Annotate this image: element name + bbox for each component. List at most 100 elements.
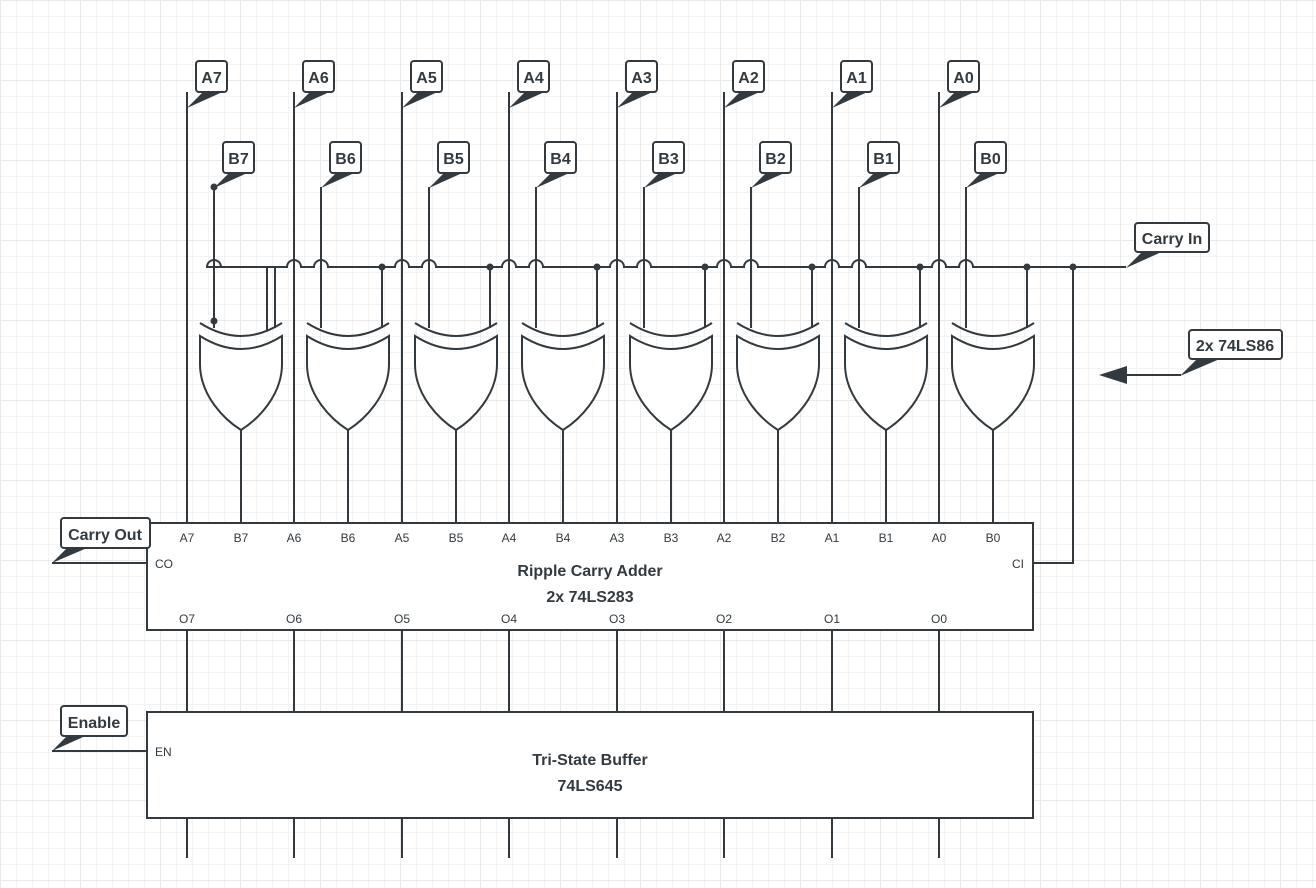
a-tag-label: A6 [308, 70, 329, 87]
a-input-tag[interactable]: A1 [831, 60, 873, 109]
adder-input-pin: B3 [664, 531, 679, 545]
adder-input-pin: B7 [234, 531, 249, 545]
xor-chip-tag-box [1188, 329, 1283, 360]
carry-in-tag-pointer [1126, 250, 1166, 268]
a-tag-box [625, 60, 658, 93]
a-tag-pointer [187, 90, 227, 108]
b-tag-box [329, 141, 362, 174]
a-tag-pointer [402, 90, 442, 108]
buffer-chip: 74LS645 [558, 778, 623, 795]
b-tag-label: B6 [335, 151, 356, 168]
enable-tag[interactable]: Enable [52, 705, 147, 752]
a-input-tag[interactable]: A4 [508, 60, 550, 109]
b-input-tag[interactable]: B7 [214, 141, 255, 188]
xor-chip-label: 2x 74LS86 [1196, 338, 1274, 355]
adder-carry-in-pin: CI [1012, 557, 1024, 571]
carry-out-tag-pointer [52, 545, 94, 563]
b-tag-pointer [966, 170, 1006, 188]
b-tag-pointer [536, 170, 576, 188]
xor-gate-input-arc [629, 322, 713, 337]
a-tag-pointer [939, 90, 979, 108]
adder-input-pin: A1 [825, 531, 840, 545]
a-tag-label: A3 [631, 70, 652, 87]
a-tag-pointer [294, 90, 334, 108]
xor-gate [306, 322, 390, 432]
carry-out-tag[interactable]: Carry Out [52, 517, 151, 564]
xor-gate-body [844, 334, 928, 432]
junction-dot [916, 263, 924, 271]
junction-dot [808, 263, 816, 271]
xor-gate-input-arc [521, 322, 605, 337]
a-tag-pointer [724, 90, 764, 108]
junction-dot [701, 263, 709, 271]
adder-input-pin: B6 [341, 531, 356, 545]
xor-gate [521, 322, 605, 432]
adder-input-pin: B0 [986, 531, 1001, 545]
b-input-tag[interactable]: B6 [321, 141, 362, 188]
a-tag-label: A5 [416, 70, 437, 87]
input-tags: A7 B7 A6 B6 A5 B5 A4 B4 A3 B3 A2 B2 A1 B1 A0 B0 [186, 60, 1007, 188]
xor-gate-body [951, 334, 1035, 432]
junction-dot [1069, 263, 1077, 271]
wires [186, 92, 1126, 858]
adder-output-pin: O7 [179, 612, 195, 626]
carry-in-wire [1033, 267, 1074, 564]
a-tag-box [947, 60, 980, 93]
a-tag-pointer [832, 90, 872, 108]
adder-input-pin: A4 [502, 531, 517, 545]
b-input-tag[interactable]: B2 [751, 141, 792, 188]
arrow-left-icon [1099, 366, 1127, 384]
adder-input-pin: B5 [449, 531, 464, 545]
adder-input-pin: B4 [556, 531, 571, 545]
b-tag-label: B0 [980, 151, 1001, 168]
junction-dot [378, 263, 386, 271]
a-input-tag[interactable]: A6 [293, 60, 335, 109]
enable-tag-box [60, 705, 128, 737]
b-tag-pointer [321, 170, 361, 188]
xor-gate-body [736, 334, 820, 432]
ripple-carry-adder[interactable]: Ripple Carry Adder 2x 74LS283 CO CI A7 B7… [146, 522, 1034, 631]
xor-gates [199, 322, 1035, 432]
a-input-tag[interactable]: A7 [186, 60, 228, 109]
b-tag-box [544, 141, 577, 174]
adder-input-pins: A7 B7 A6 B6 A5 B5 A4 B4 A3 B3 A2 B2 A1 B1 A0 B0 [180, 531, 1001, 545]
b-input-tag[interactable]: B1 [859, 141, 900, 188]
a-input-tag[interactable]: A0 [938, 60, 980, 109]
b-input-tag[interactable]: B0 [966, 141, 1007, 188]
a-tag-box [840, 60, 873, 93]
carry-out-tag-box [60, 517, 151, 549]
b-tag-label: B5 [443, 151, 464, 168]
xor-gate-body [629, 334, 713, 432]
adder-input-pin: A5 [395, 531, 410, 545]
adder-output-pins: O7 O6 O5 O4 O3 O2 O1 O0 [179, 612, 947, 626]
adder-input-pin: A2 [717, 531, 732, 545]
carry-in-label: Carry In [1142, 231, 1202, 248]
xor-chip-tag-pointer [1180, 358, 1222, 376]
adder-input-pin: B2 [771, 531, 786, 545]
adder-chip: 2x 74LS283 [546, 589, 633, 606]
a-input-tag[interactable]: A5 [401, 60, 443, 109]
a-input-tag[interactable]: A2 [723, 60, 765, 109]
adder-input-pin: B1 [879, 531, 894, 545]
xor-gate-body [306, 334, 390, 432]
b-tag-box [867, 141, 900, 174]
adder-input-pin: A0 [932, 531, 947, 545]
a-tag-label: A0 [953, 70, 974, 87]
a-input-tag[interactable]: A3 [616, 60, 658, 109]
junction-dot [486, 263, 494, 271]
b-input-tag[interactable]: B3 [644, 141, 685, 188]
b-tag-pointer [751, 170, 791, 188]
xor-gate-body [199, 334, 283, 432]
b-input-tag[interactable]: B5 [429, 141, 470, 188]
b-tag-box [222, 141, 255, 174]
carry-in-tag[interactable]: Carry In [1126, 222, 1210, 268]
a-tag-box [410, 60, 443, 93]
xor-gate-body [521, 334, 605, 432]
xor-gate [414, 322, 498, 432]
enable-label: Enable [68, 715, 121, 732]
b-input-tag[interactable]: B4 [536, 141, 577, 188]
b-tag-pointer [214, 170, 254, 188]
b-tag-pointer [644, 170, 684, 188]
tri-state-buffer[interactable]: Tri-State Buffer 74LS645 EN [146, 711, 1034, 819]
